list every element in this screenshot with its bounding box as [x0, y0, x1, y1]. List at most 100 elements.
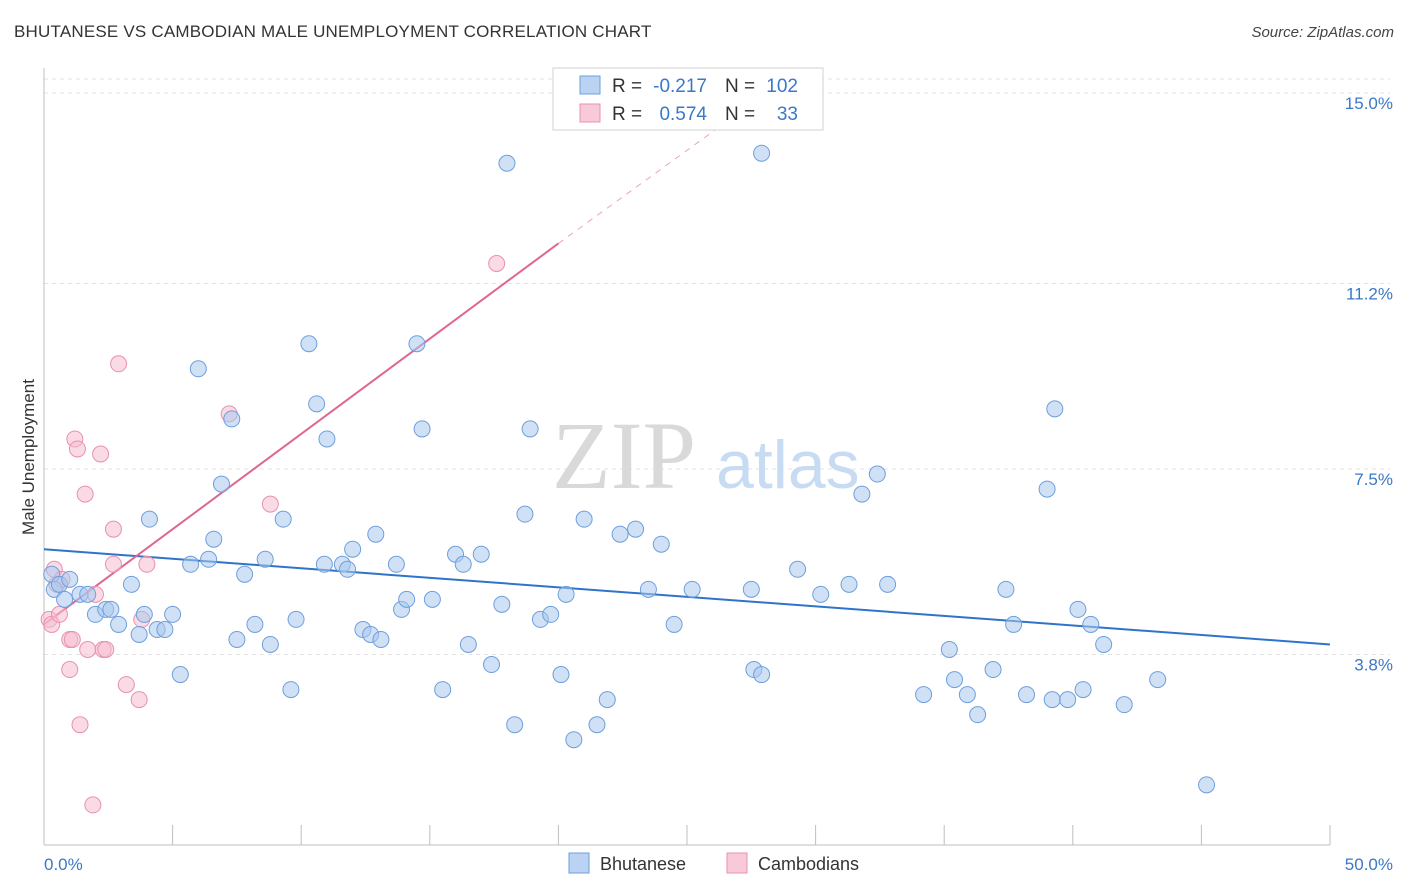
data-point — [246, 615, 264, 633]
data-point — [958, 686, 976, 704]
data-point — [344, 540, 362, 558]
data-point — [315, 555, 333, 573]
data-point — [789, 560, 807, 578]
data-point — [459, 635, 477, 653]
data-point — [63, 630, 81, 648]
data-point — [228, 630, 246, 648]
data-point — [506, 716, 524, 734]
data-point — [1115, 696, 1133, 714]
data-point — [398, 590, 416, 608]
chart-title: BHUTANESE VS CAMBODIAN MALE UNEMPLOYMENT… — [14, 22, 652, 41]
data-point — [423, 590, 441, 608]
data-point — [138, 555, 156, 573]
source-label: Source: ZipAtlas.com — [1251, 24, 1394, 41]
data-point — [256, 550, 274, 568]
data-point — [652, 535, 670, 553]
data-point — [182, 555, 200, 573]
data-point — [521, 420, 539, 438]
data-point — [853, 485, 871, 503]
legend-r-value-2: 0.574 — [659, 104, 707, 125]
data-point — [1038, 480, 1056, 498]
data-point — [812, 585, 830, 603]
data-point — [588, 716, 606, 734]
data-point — [76, 485, 94, 503]
data-point — [868, 465, 886, 483]
data-point — [300, 335, 318, 353]
data-point — [969, 706, 987, 724]
data-point — [130, 691, 148, 709]
y-tick-label: 7.5% — [1354, 470, 1393, 489]
data-point — [97, 640, 115, 658]
data-point — [498, 154, 516, 172]
data-point — [372, 630, 390, 648]
x-tick-label-min: 0.0% — [44, 855, 83, 874]
data-point — [879, 575, 897, 593]
watermark-zip: ZIP — [552, 402, 696, 509]
data-point — [1198, 776, 1216, 794]
series-legend-swatch-cambodian — [726, 852, 748, 874]
data-point — [200, 550, 218, 568]
data-point — [516, 505, 534, 523]
data-point — [92, 445, 110, 463]
data-point — [1046, 400, 1064, 418]
data-point — [434, 681, 452, 699]
data-point — [413, 420, 431, 438]
data-point — [308, 395, 326, 413]
data-point — [140, 510, 158, 528]
data-point — [598, 691, 616, 709]
data-point — [454, 555, 472, 573]
data-point — [945, 671, 963, 689]
data-point — [1074, 681, 1092, 699]
data-point — [565, 731, 583, 749]
data-point — [274, 510, 292, 528]
data-point — [56, 590, 74, 608]
legend-n-value-1: 102 — [766, 76, 798, 97]
data-point — [68, 440, 86, 458]
data-point — [130, 625, 148, 643]
data-point — [683, 580, 701, 598]
watermark-atlas: atlas — [716, 427, 860, 503]
data-point — [753, 666, 771, 684]
series-legend-label-bhutanese: Bhutanese — [600, 854, 686, 874]
trend-line-cambodian-extension — [558, 112, 739, 244]
data-point — [79, 640, 97, 658]
cambodian-points — [40, 255, 506, 814]
data-point — [1095, 635, 1113, 653]
data-point — [84, 796, 102, 814]
data-point — [575, 510, 593, 528]
data-point — [984, 661, 1002, 679]
data-point — [61, 570, 79, 588]
data-point — [117, 676, 135, 694]
data-point — [997, 580, 1015, 598]
data-point — [71, 716, 89, 734]
legend-swatch-bhutanese — [579, 75, 601, 95]
data-point — [171, 666, 189, 684]
data-point — [104, 555, 122, 573]
data-point — [387, 555, 405, 573]
data-point — [1018, 686, 1036, 704]
data-point — [542, 605, 560, 623]
correlation-legend: R = -0.217 N = 102 R = 0.574 N = 33 — [552, 67, 824, 131]
trend-line-bhutanese — [43, 548, 1331, 646]
data-point — [408, 335, 426, 353]
data-point — [1082, 615, 1100, 633]
y-tick-labels: 3.8% 7.5% 11.2% 15.0% — [1345, 94, 1393, 674]
data-point — [1149, 671, 1167, 689]
y-tick-label: 11.2% — [1346, 285, 1393, 304]
data-point — [122, 575, 140, 593]
data-point — [102, 600, 120, 618]
data-point — [1005, 615, 1023, 633]
data-point — [261, 635, 279, 653]
legend-n-label-2: N = — [725, 104, 755, 125]
data-point — [156, 620, 174, 638]
data-point — [940, 640, 958, 658]
data-point — [135, 605, 153, 623]
data-point — [104, 520, 122, 538]
data-point — [915, 686, 933, 704]
legend-r-value-1: -0.217 — [653, 76, 707, 97]
data-point — [261, 495, 279, 513]
data-point — [753, 144, 771, 162]
data-point — [223, 410, 241, 428]
data-point — [483, 656, 501, 674]
